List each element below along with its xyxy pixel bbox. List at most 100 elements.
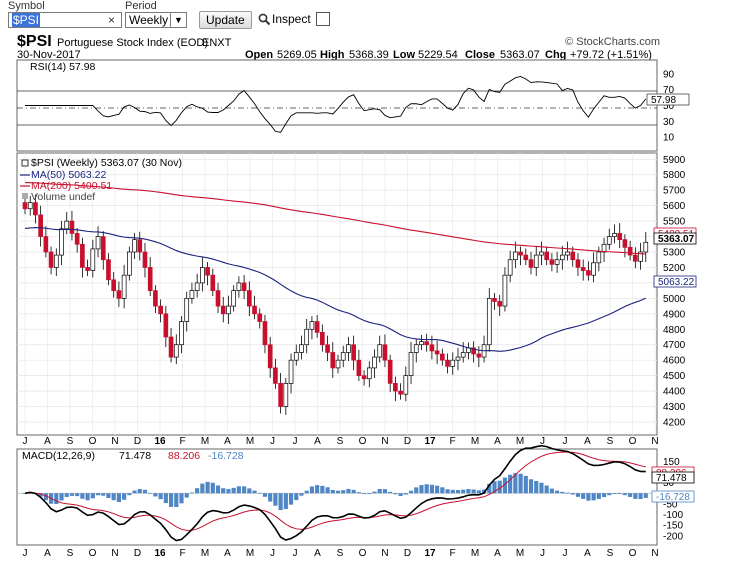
macd-hist-bar: [315, 485, 320, 494]
price-tick-label: 4500: [663, 371, 686, 382]
candle-body: [127, 251, 132, 276]
period-label: Period: [125, 0, 157, 12]
macd-hist-bar: [435, 485, 440, 494]
x-tick-label: M: [471, 436, 479, 447]
macd-tick-label: 150: [663, 457, 680, 468]
x-tick-label: J: [563, 548, 568, 559]
low-label: Low: [393, 49, 415, 61]
open-value: 5269.05: [277, 49, 317, 61]
candle-body: [638, 251, 643, 262]
macd-hist-bar: [487, 483, 492, 494]
candle-body: [320, 332, 325, 346]
macd-hist-bar: [221, 488, 226, 494]
ma50-tag-box: [653, 275, 697, 288]
candle-body: [168, 336, 174, 358]
inspect-checkbox[interactable]: [316, 12, 330, 26]
candle-body: [346, 344, 351, 353]
x-tick-label: F: [179, 548, 185, 559]
macd-hist-bar: [75, 493, 80, 497]
candle-body: [633, 254, 638, 262]
candle-body: [528, 259, 534, 268]
candle-body: [59, 228, 64, 256]
macd-hist-bar: [205, 481, 210, 494]
macd-hist-bar: [539, 482, 544, 494]
macd-hist-bar: [471, 489, 476, 494]
price-tag: 5363.07: [658, 234, 695, 245]
macd-hist-bar: [398, 493, 403, 496]
macd-hist-bar: [247, 488, 252, 494]
candle-body: [403, 375, 409, 395]
x-tick-label: O: [359, 436, 367, 447]
x-tick-label: O: [89, 436, 97, 447]
symbol-label: Symbol: [8, 0, 45, 12]
macd-hist-bar: [54, 493, 59, 504]
macd-hist-bar: [633, 493, 638, 499]
price-tick-label: 4800: [663, 325, 686, 336]
macd-hist-bar: [408, 490, 414, 494]
macd-hist-bar: [294, 493, 299, 501]
search-icon: [258, 13, 271, 26]
x-tick-label: J: [270, 436, 275, 447]
x-tick-label: A: [224, 548, 231, 559]
macd-hist-bar: [309, 486, 315, 494]
macd-hist-bar: [278, 493, 283, 511]
candle-body: [377, 344, 383, 358]
macd-hist-bar: [455, 489, 461, 494]
macd-tick-label: -50: [663, 499, 678, 510]
rsi-tick-label: 30: [663, 117, 675, 128]
candle-body: [184, 298, 190, 322]
x-tick-label: A: [584, 548, 591, 559]
macd-hist-bar: [424, 484, 429, 494]
candle-body: [189, 290, 195, 299]
candle-body: [617, 233, 623, 240]
chevron-down-icon[interactable]: ▼: [170, 13, 186, 27]
macd-hist-bar: [168, 493, 174, 507]
candle-body: [419, 341, 424, 346]
macd-hist-bar: [252, 490, 257, 494]
candle-body: [476, 353, 482, 358]
macd-hist-bar: [189, 492, 195, 494]
candle-body: [288, 359, 294, 384]
candle-body: [612, 233, 617, 237]
candle-body: [246, 290, 252, 307]
candle-body: [132, 239, 137, 253]
chg-value: +79.72 (+1.51%): [570, 49, 652, 61]
candle-body: [335, 359, 341, 369]
candle-body: [273, 367, 278, 384]
x-tick-label: 16: [154, 436, 166, 447]
candle-body: [53, 254, 59, 268]
chg-label: Chg: [545, 49, 566, 61]
price-panel: [16, 152, 658, 436]
candle-body: [580, 267, 586, 271]
macd-hist-bar: [586, 493, 591, 501]
hist-tag: -16.728: [656, 492, 690, 503]
candle-body: [570, 251, 576, 261]
chart-exchange: ENXT: [202, 37, 232, 49]
candle-body: [356, 359, 362, 376]
macd-hist-bar: [476, 490, 481, 494]
open-label: Open: [245, 49, 273, 61]
macd-hist-bar: [528, 479, 534, 494]
macd-hist-bar: [262, 493, 268, 497]
x-tick-label: 17: [424, 436, 436, 447]
candle-body: [116, 290, 122, 299]
period-select[interactable]: Weekly ▼: [125, 12, 187, 28]
x-tick-label: A: [224, 436, 231, 447]
x-tick-label: 17: [424, 548, 436, 559]
candle-body: [299, 344, 304, 353]
macd-hist-bar: [174, 493, 179, 507]
macd-hist-bar: [351, 489, 356, 494]
x-tick-label: J: [563, 436, 568, 447]
x-tick-label: O: [629, 436, 637, 447]
macd-hist-bar: [195, 488, 200, 494]
symbol-input[interactable]: $PSI ×: [8, 12, 122, 28]
x-tick-label: J: [270, 548, 275, 559]
update-button[interactable]: Update: [199, 11, 252, 29]
candle-body: [450, 359, 456, 367]
clear-icon[interactable]: ×: [107, 13, 115, 27]
macd-hist-bar: [148, 492, 153, 494]
x-tick-label: M: [201, 436, 209, 447]
candle-body: [90, 248, 96, 271]
candle-body: [283, 383, 289, 407]
